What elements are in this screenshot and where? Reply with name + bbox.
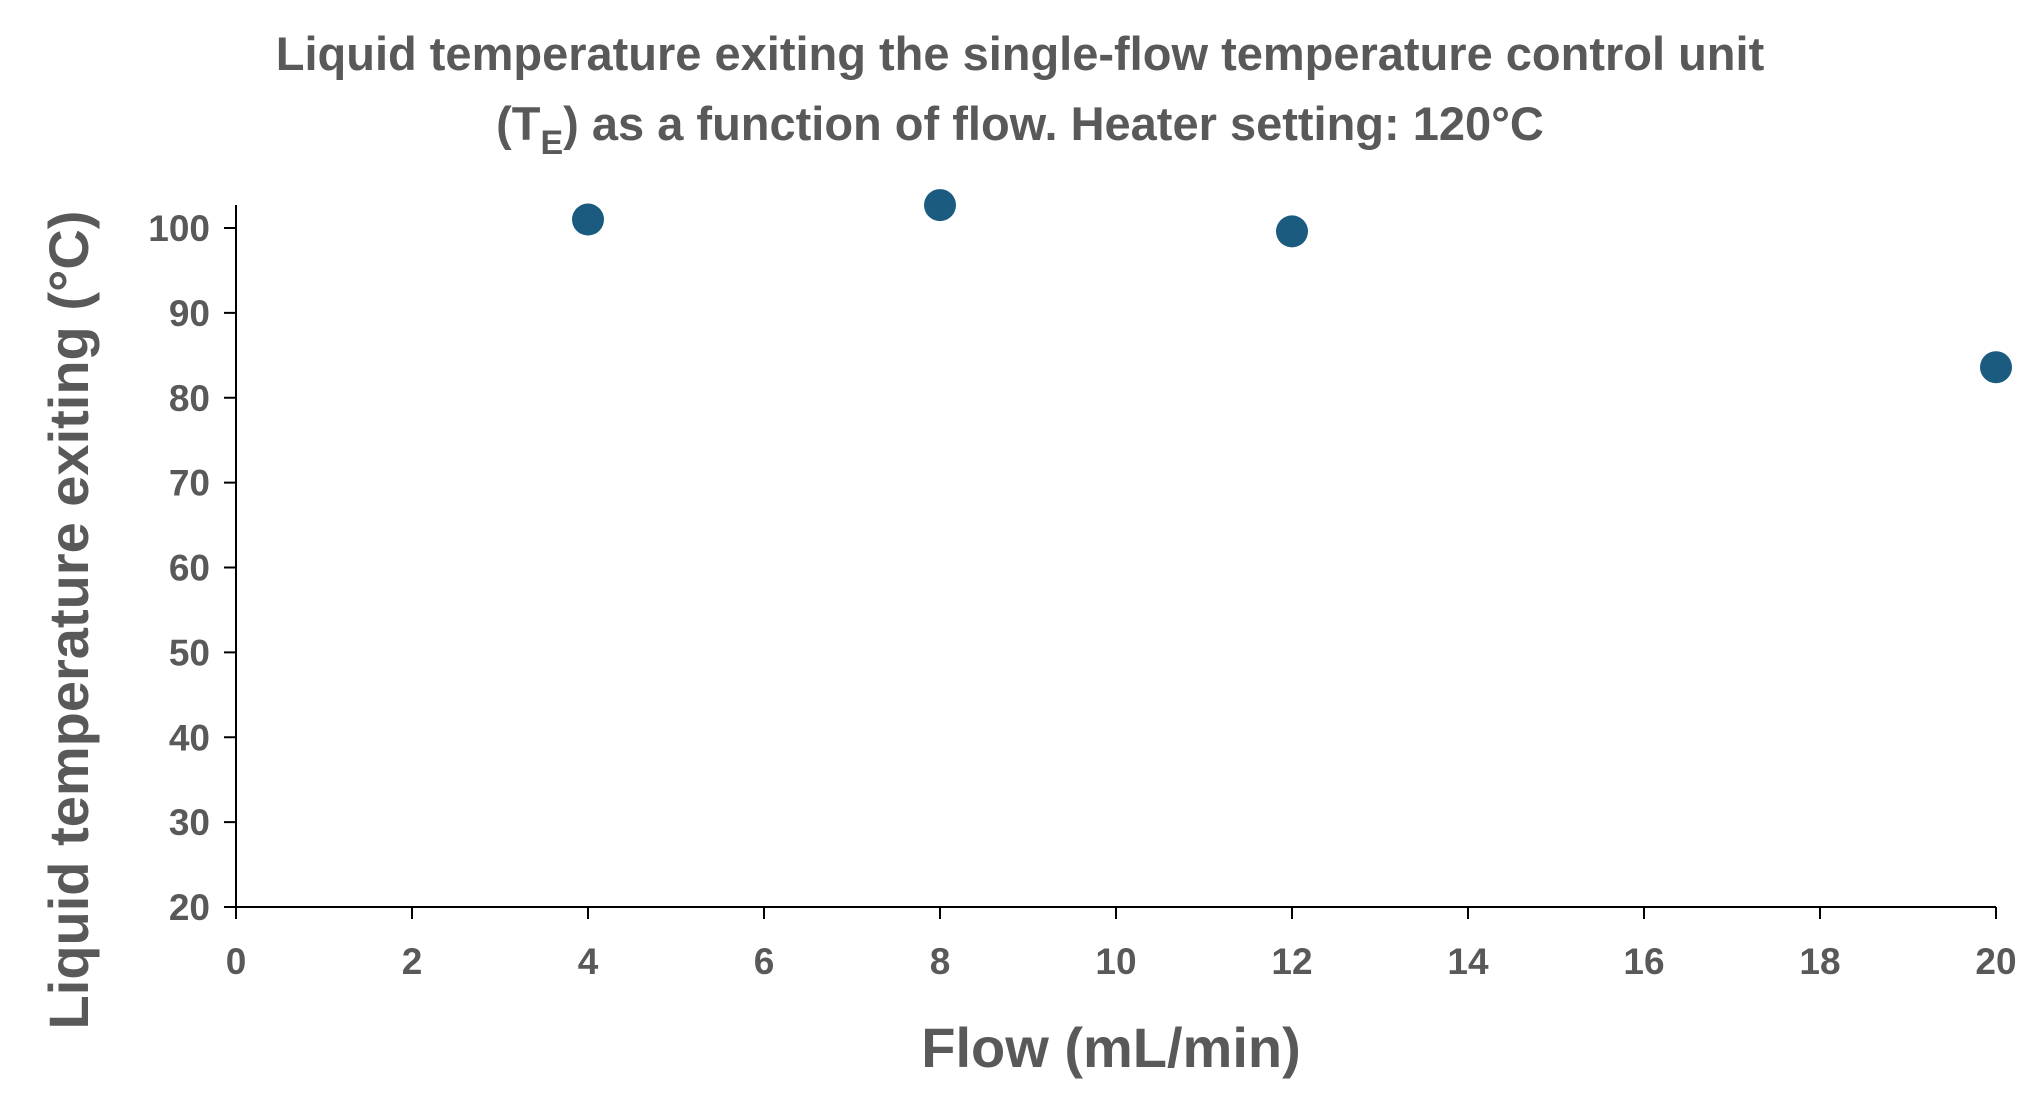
- x-tick-label: 2: [402, 941, 423, 982]
- y-tick-label: 40: [169, 717, 210, 758]
- x-tick-label: 16: [1623, 941, 1664, 982]
- y-tick-label: 50: [169, 632, 210, 673]
- x-tick-label: 20: [1975, 941, 2016, 982]
- x-tick-label: 12: [1271, 941, 1312, 982]
- x-tick-label: 6: [754, 941, 775, 982]
- y-axis-ticks: 20 30 40 50 60 70 80 90 100: [148, 208, 236, 928]
- x-tick-label: 8: [930, 941, 951, 982]
- y-tick-label: 80: [169, 378, 210, 419]
- data-point: [1980, 351, 2012, 384]
- y-tick-label: 70: [169, 463, 210, 504]
- data-point: [1276, 215, 1308, 248]
- chart-title-line2-prefix: (T: [496, 97, 541, 150]
- data-points: [572, 189, 2012, 384]
- y-tick-label: 60: [169, 548, 210, 589]
- y-tick-label: 20: [169, 887, 210, 928]
- chart-title-subscript: E: [540, 124, 563, 162]
- data-point: [572, 203, 604, 236]
- y-tick-label: 100: [148, 208, 210, 249]
- x-tick-label: 0: [226, 941, 247, 982]
- x-tick-label: 4: [578, 941, 599, 982]
- chart-title-line2: (TE) as a function of flow. Heater setti…: [496, 97, 1544, 162]
- y-tick-label: 30: [169, 802, 210, 843]
- x-tick-label: 14: [1447, 941, 1489, 982]
- y-axis-title: Liquid temperature exiting (°C): [37, 211, 100, 1030]
- x-tick-label: 10: [1095, 941, 1136, 982]
- y-tick-label: 90: [169, 293, 210, 334]
- data-point: [924, 189, 956, 222]
- axes: [235, 205, 1996, 908]
- x-axis-ticks: 0 2 4 6 8 10 12 14 16 18 20: [226, 907, 2017, 982]
- chart-title-line1: Liquid temperature exiting the single-fl…: [276, 27, 1765, 80]
- x-axis-title: Flow (mL/min): [921, 1016, 1301, 1079]
- x-tick-label: 18: [1799, 941, 1840, 982]
- chart-title-line2-suffix: ) as a function of flow. Heater setting:…: [563, 97, 1544, 150]
